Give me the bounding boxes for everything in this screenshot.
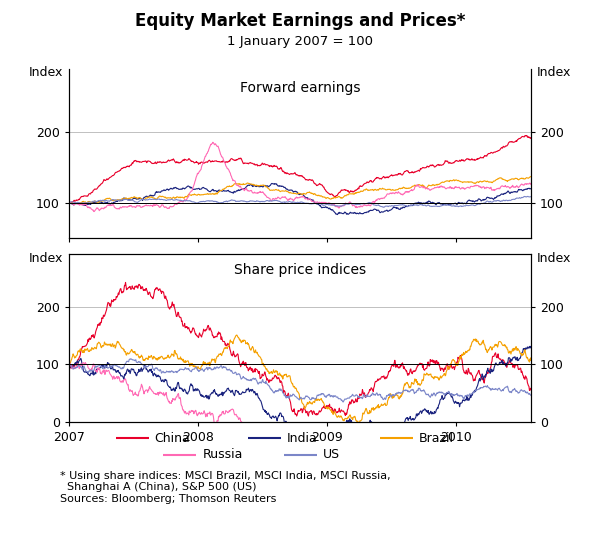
- Text: Index: Index: [29, 252, 63, 265]
- Text: Index: Index: [537, 66, 571, 79]
- Text: Index: Index: [537, 252, 571, 265]
- Text: India: India: [287, 432, 317, 445]
- Text: Equity Market Earnings and Prices*: Equity Market Earnings and Prices*: [135, 12, 465, 30]
- Text: Forward earnings: Forward earnings: [240, 81, 360, 95]
- Text: US: US: [323, 448, 340, 461]
- Text: China: China: [155, 432, 190, 445]
- Text: Index: Index: [29, 66, 63, 79]
- Text: * Using share indices: MSCI Brazil, MSCI India, MSCI Russia,
  Shanghai A (China: * Using share indices: MSCI Brazil, MSCI…: [60, 471, 391, 504]
- Text: Brazil: Brazil: [419, 432, 454, 445]
- Text: Russia: Russia: [202, 448, 243, 461]
- Text: Share price indices: Share price indices: [234, 263, 366, 277]
- Text: 1 January 2007 = 100: 1 January 2007 = 100: [227, 35, 373, 48]
